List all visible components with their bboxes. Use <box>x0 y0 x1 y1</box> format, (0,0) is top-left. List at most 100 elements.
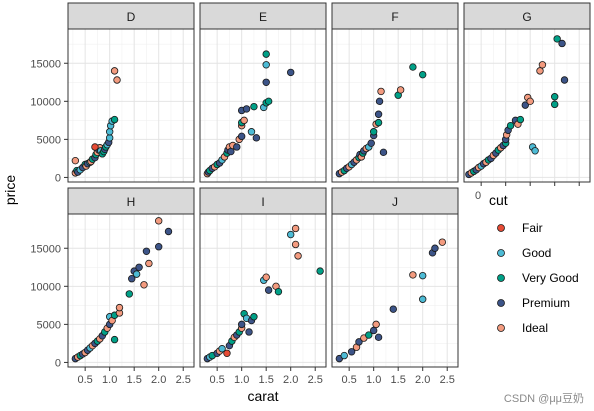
legend-key <box>497 249 505 257</box>
data-point <box>438 238 447 246</box>
x-tick-label: 1.5 <box>259 374 274 386</box>
x-tick-label: 2.0 <box>151 374 166 386</box>
panel-border <box>199 28 327 183</box>
y-axis-bottom-row: 0 5000 10000 15000 <box>30 243 68 369</box>
data-point <box>389 305 397 313</box>
data-point <box>240 116 248 125</box>
panel-background <box>332 29 458 182</box>
data-point <box>347 348 356 356</box>
x-tick-label: 2.5 <box>176 374 191 386</box>
panel-background <box>332 214 458 367</box>
data-point <box>409 271 417 279</box>
data-point <box>115 303 124 312</box>
strip-label-G: G <box>522 10 531 24</box>
data-point <box>375 97 384 106</box>
x-tick-label: 0.5 <box>78 374 93 386</box>
data-point <box>247 128 256 136</box>
points-I <box>203 224 324 363</box>
data-point <box>264 286 273 294</box>
x-tick-label: 1.0 <box>102 374 117 386</box>
data-point <box>155 217 163 225</box>
x-tick-label: 1.5 <box>391 374 406 386</box>
panel-background <box>200 214 326 367</box>
data-point <box>372 320 380 329</box>
panel-border <box>67 28 195 183</box>
strip-background <box>67 187 195 215</box>
data-point <box>419 295 427 303</box>
data-point <box>262 50 270 58</box>
data-point <box>374 333 383 342</box>
legend-title: cut <box>489 192 508 208</box>
strip-background <box>199 2 327 30</box>
panel-E: E <box>199 2 327 183</box>
legend-item: Premium <box>497 296 570 310</box>
points-H <box>71 217 173 363</box>
data-point <box>521 101 529 109</box>
data-point <box>110 335 119 344</box>
data-point <box>142 247 151 255</box>
points-G <box>465 35 569 179</box>
y-tick-label: 5000 <box>37 319 61 331</box>
panel-H: H <box>67 187 195 368</box>
x-tick-label: 2.5 <box>440 374 455 386</box>
x-tick-label: 1.0 <box>234 374 249 386</box>
panel-border <box>331 28 459 183</box>
watermark: CSDN @μμ豆奶 <box>504 391 584 405</box>
data-point <box>367 139 375 147</box>
data-point <box>374 118 383 127</box>
data-point <box>316 267 324 275</box>
data-point <box>287 230 295 239</box>
x-tick-label: 1.0 <box>366 374 381 386</box>
strip-background <box>67 2 195 30</box>
data-point <box>377 87 385 96</box>
points-F <box>335 63 427 178</box>
data-point <box>538 61 547 69</box>
data-point <box>340 351 348 360</box>
data-point <box>110 67 119 75</box>
data-point <box>291 224 300 233</box>
y-axis-top-row: 0 5000 10000 15000 <box>30 58 68 184</box>
data-point <box>553 35 561 43</box>
panels-layer: D E F G H I J <box>67 2 591 368</box>
data-point <box>365 331 373 339</box>
y-axis-title: price <box>2 175 18 206</box>
y-tick-label: 15000 <box>30 243 61 255</box>
x-tick-label: 2.0 <box>283 374 298 386</box>
legend-key <box>497 324 505 332</box>
y-tick-label: 0 <box>55 172 61 184</box>
data-point <box>125 290 133 298</box>
data-point <box>419 271 427 280</box>
data-point <box>374 110 383 118</box>
legend-item: Good <box>497 246 551 260</box>
panel-F: F <box>331 2 459 183</box>
data-point <box>262 61 270 69</box>
data-point <box>551 93 559 101</box>
legend-label: Ideal <box>522 321 548 335</box>
x-tick-label: 2.5 <box>308 374 323 386</box>
x-axis: 0.5 1.0 1.5 2.0 2.5 0.5 1.0 1.5 2.0 2.5 0.5 1.0 1.5 2… <box>78 182 580 386</box>
data-point <box>369 128 378 136</box>
data-point <box>155 243 163 251</box>
data-point <box>223 349 231 357</box>
data-point <box>396 86 405 94</box>
strip-background <box>199 187 327 215</box>
data-point <box>560 76 569 84</box>
panel-border <box>67 213 195 368</box>
legend-key <box>497 224 505 232</box>
data-point <box>419 70 427 79</box>
strip-label-H: H <box>127 195 136 209</box>
data-point <box>558 39 566 48</box>
data-point <box>140 281 148 289</box>
data-point <box>536 67 544 75</box>
legend: cut Fair Good Very Good Premium Ideal <box>489 192 579 335</box>
grid-lines <box>464 29 590 182</box>
data-point <box>506 121 515 130</box>
data-point <box>252 134 261 142</box>
data-point <box>218 345 226 353</box>
data-point <box>264 97 273 106</box>
y-tick-label: 0 <box>55 357 61 369</box>
data-point <box>526 97 534 106</box>
data-point <box>379 148 388 157</box>
data-point <box>431 244 439 252</box>
